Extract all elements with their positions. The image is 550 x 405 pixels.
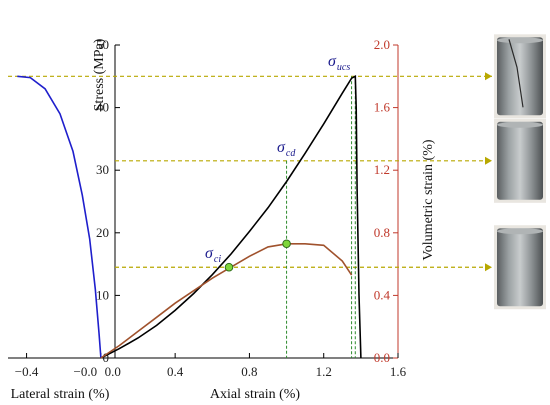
guide-arrow-cd <box>485 156 492 165</box>
specimen-photo-2 <box>497 121 543 200</box>
lateral-strain-label: Lateral strain (%) <box>11 387 110 402</box>
crack-line <box>508 39 524 108</box>
x-tick-label: 1.6 <box>390 364 407 379</box>
right-tick-label: 2.0 <box>374 37 390 52</box>
x-tick-label: −0.4 <box>15 364 39 379</box>
marker-point-1 <box>282 239 291 249</box>
x-tick-label: 0.4 <box>167 364 184 379</box>
x-tick-label: 1.2 <box>316 364 332 379</box>
right-tick-label: 1.2 <box>374 162 390 177</box>
series-line-1 <box>100 75 362 359</box>
specimen-top-2 <box>497 121 543 128</box>
series-line-2 <box>100 243 353 359</box>
guide-arrow-ci <box>485 263 492 272</box>
x-tick-label: 0.0 <box>105 364 121 379</box>
annotation-sigma-ci: σci <box>205 245 221 265</box>
left-tick-label: 30 <box>96 162 109 177</box>
marker-point-0 <box>224 262 234 272</box>
right-axis-label: Volumetric strain (%) <box>421 139 436 260</box>
left-tick-label: 20 <box>96 225 109 240</box>
specimen-photo-3 <box>497 228 543 307</box>
x-tick-label: 0.8 <box>241 364 257 379</box>
left-tick-label: 10 <box>96 287 109 302</box>
guide-arrow-ucs <box>485 72 492 81</box>
right-tick-label: 0.8 <box>374 225 390 240</box>
annotation-sigma-cd: σcd <box>277 139 296 159</box>
annotation-sigma-ucs: σucs <box>328 53 350 73</box>
left-tick-label: 0 <box>103 350 110 365</box>
x-tick-label: −0.0 <box>74 364 98 379</box>
series-line-0 <box>17 75 102 359</box>
axial-strain-label: Axial strain (%) <box>210 387 301 402</box>
left-tick-label: 40 <box>96 100 109 115</box>
specimen-top-3 <box>497 228 543 235</box>
right-tick-label: 0.4 <box>374 287 391 302</box>
left-axis-label: Stress (MPa) <box>92 38 107 111</box>
specimen-top-1 <box>497 37 543 44</box>
specimen-photo-1 <box>497 37 543 116</box>
left-tick-label: 50 <box>96 37 109 52</box>
right-tick-label: 0.0 <box>374 350 390 365</box>
right-tick-label: 1.6 <box>374 100 391 115</box>
